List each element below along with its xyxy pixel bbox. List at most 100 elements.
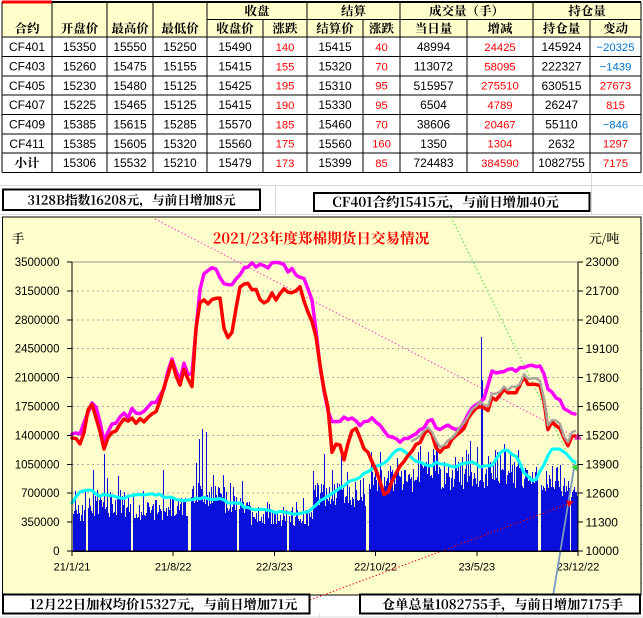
svg-text:1350: 1350 xyxy=(420,137,447,151)
svg-text:15385: 15385 xyxy=(63,137,97,151)
svg-text:85: 85 xyxy=(375,158,388,170)
svg-text:2632: 2632 xyxy=(548,137,575,151)
svg-text:15306: 15306 xyxy=(63,156,97,170)
svg-text:15399: 15399 xyxy=(318,156,352,170)
svg-text:815: 815 xyxy=(606,100,625,112)
svg-text:15155: 15155 xyxy=(163,60,197,74)
svg-text:515957: 515957 xyxy=(413,79,453,93)
svg-text:700000: 700000 xyxy=(21,488,59,500)
svg-text:15285: 15285 xyxy=(163,118,197,132)
svg-text:630515: 630515 xyxy=(541,79,581,93)
svg-text:15425: 15425 xyxy=(218,79,252,93)
svg-text:15350: 15350 xyxy=(63,40,97,54)
svg-text:CF411: CF411 xyxy=(9,137,44,151)
svg-text:15260: 15260 xyxy=(63,60,97,74)
svg-text:22/10/22: 22/10/22 xyxy=(354,562,397,574)
svg-text:15415: 15415 xyxy=(318,40,352,54)
svg-text:23/5/23: 23/5/23 xyxy=(458,562,495,574)
svg-text:70: 70 xyxy=(375,119,388,131)
svg-text:95: 95 xyxy=(375,81,388,93)
svg-text:140: 140 xyxy=(276,42,295,54)
svg-text:CF401: CF401 xyxy=(9,40,45,54)
svg-text:15125: 15125 xyxy=(163,79,197,93)
svg-text:24425: 24425 xyxy=(484,42,515,54)
svg-text:2800000: 2800000 xyxy=(15,315,60,327)
svg-text:15385: 15385 xyxy=(63,118,97,132)
svg-text:15320: 15320 xyxy=(163,137,197,151)
svg-text:15560: 15560 xyxy=(218,137,252,151)
svg-text:1750000: 1750000 xyxy=(15,402,60,414)
svg-text:3150000: 3150000 xyxy=(15,286,60,298)
svg-text:145924: 145924 xyxy=(541,40,581,54)
svg-text:15570: 15570 xyxy=(218,118,252,132)
svg-text:CF407: CF407 xyxy=(9,98,45,112)
svg-text:19100: 19100 xyxy=(586,342,620,356)
svg-text:26247: 26247 xyxy=(545,98,579,112)
svg-text:40: 40 xyxy=(375,42,388,54)
svg-text:−1439: −1439 xyxy=(600,61,632,73)
svg-text:15475: 15475 xyxy=(113,60,147,74)
svg-text:70: 70 xyxy=(375,61,388,73)
svg-text:190: 190 xyxy=(276,100,295,112)
svg-text:21700: 21700 xyxy=(586,284,620,298)
svg-text:11300: 11300 xyxy=(586,515,619,529)
svg-text:1050000: 1050000 xyxy=(15,459,60,471)
svg-text:15125: 15125 xyxy=(163,98,197,112)
svg-text:20400: 20400 xyxy=(586,313,620,327)
svg-text:15320: 15320 xyxy=(318,60,352,74)
svg-text:175: 175 xyxy=(276,139,295,151)
svg-text:185: 185 xyxy=(276,119,295,131)
svg-text:15605: 15605 xyxy=(113,137,147,151)
svg-text:173: 173 xyxy=(276,158,295,170)
svg-text:4789: 4789 xyxy=(487,100,512,112)
svg-text:95: 95 xyxy=(375,100,388,112)
svg-text:350000: 350000 xyxy=(21,517,59,529)
svg-text:15250: 15250 xyxy=(163,40,197,54)
svg-text:58095: 58095 xyxy=(484,61,515,73)
svg-text:15310: 15310 xyxy=(318,79,352,93)
svg-text:15490: 15490 xyxy=(218,40,252,54)
svg-text:15560: 15560 xyxy=(318,137,352,151)
svg-text:16500: 16500 xyxy=(586,400,620,414)
svg-text:20467: 20467 xyxy=(484,119,515,131)
svg-text:15210: 15210 xyxy=(163,156,197,170)
svg-text:1400000: 1400000 xyxy=(15,430,60,442)
svg-text:195: 195 xyxy=(276,81,295,93)
svg-text:23/12/22: 23/12/22 xyxy=(557,562,600,574)
svg-text:113072: 113072 xyxy=(414,60,453,74)
svg-text:55110: 55110 xyxy=(545,118,578,132)
svg-text:2450000: 2450000 xyxy=(15,344,60,356)
svg-text:1297: 1297 xyxy=(603,139,628,151)
svg-text:724483: 724483 xyxy=(413,156,453,170)
svg-text:48994: 48994 xyxy=(417,40,451,54)
svg-text:15230: 15230 xyxy=(63,79,97,93)
svg-text:222327: 222327 xyxy=(541,60,581,74)
svg-text:384590: 384590 xyxy=(481,158,519,170)
svg-text:−846: −846 xyxy=(603,119,628,131)
svg-text:6504: 6504 xyxy=(420,98,447,112)
svg-text:15200: 15200 xyxy=(586,429,620,443)
svg-text:1304: 1304 xyxy=(487,139,512,151)
svg-text:2100000: 2100000 xyxy=(15,373,60,385)
svg-text:17800: 17800 xyxy=(586,371,620,385)
svg-text:27673: 27673 xyxy=(600,81,631,93)
svg-text:15460: 15460 xyxy=(318,118,352,132)
svg-text:13900: 13900 xyxy=(586,458,620,472)
svg-text:275510: 275510 xyxy=(481,81,519,93)
svg-text:38606: 38606 xyxy=(417,118,451,132)
svg-text:15415: 15415 xyxy=(218,98,252,112)
svg-text:15550: 15550 xyxy=(113,40,147,54)
svg-text:22/3/23: 22/3/23 xyxy=(256,562,293,574)
svg-text:0: 0 xyxy=(53,546,59,558)
svg-text:15415: 15415 xyxy=(218,60,252,74)
svg-text:1082755: 1082755 xyxy=(538,156,585,170)
svg-text:15479: 15479 xyxy=(218,156,252,170)
svg-text:15480: 15480 xyxy=(113,79,147,93)
svg-text:15225: 15225 xyxy=(63,98,97,112)
svg-text:CF405: CF405 xyxy=(9,79,45,93)
svg-text:15615: 15615 xyxy=(113,118,147,132)
svg-text:21/1/21: 21/1/21 xyxy=(54,562,91,574)
svg-text:7175: 7175 xyxy=(603,158,628,170)
svg-text:15465: 15465 xyxy=(113,98,147,112)
svg-text:23000: 23000 xyxy=(586,255,620,269)
